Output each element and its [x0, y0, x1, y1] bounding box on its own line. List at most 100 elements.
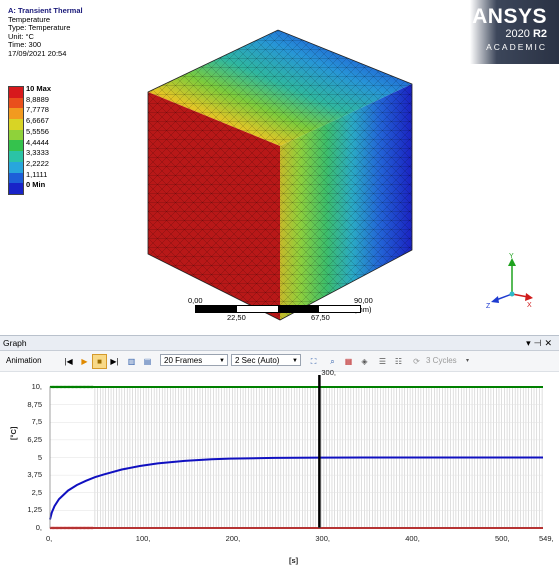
- y-tick-label: 8,75: [27, 399, 42, 409]
- legend-label: 4,4444: [26, 137, 49, 147]
- panel-dropdown-icon[interactable]: ▾: [526, 338, 534, 348]
- legend-color-bar: [8, 86, 24, 195]
- frames-select[interactable]: 20 Frames ▼: [160, 354, 228, 366]
- graph-panel-titlebar: Graph ▾⊣✕: [0, 336, 559, 351]
- y-tick-label: 6,25: [27, 434, 42, 444]
- scale-bar-graphic: [195, 305, 361, 313]
- y-axis-label: [°C]: [9, 426, 18, 440]
- previous-frame-icon[interactable]: |◀: [64, 357, 73, 366]
- graph-panel-title: Graph: [3, 338, 27, 348]
- x-tick-label: 549,: [539, 534, 554, 543]
- next-frame-icon[interactable]: ▶|: [110, 357, 119, 366]
- legend-label: 0 Min: [26, 180, 46, 190]
- animation-toolbar: Animation |◀ ▶ ■ ▶| ▥ ▤ 20 Frames ▼ 2 Sec…: [0, 351, 559, 372]
- cube-right-face: [280, 84, 412, 320]
- duration-value: 2 Sec (Auto): [235, 356, 280, 365]
- x-tick-label: 0,: [46, 534, 53, 543]
- y-tick-label: 0,: [35, 523, 42, 532]
- legend-label: 6,6667: [26, 116, 49, 126]
- cube-contour-plot[interactable]: [0, 0, 559, 335]
- scale-mid1-label: 22,50: [227, 313, 246, 322]
- legend-swatch: [9, 172, 23, 184]
- legend-swatch: [9, 161, 23, 173]
- brand-version: 2020 R2: [472, 28, 547, 41]
- cycles-dropdown-icon[interactable]: ▾: [466, 358, 470, 364]
- brand-background: [470, 0, 559, 64]
- legend-swatch: [9, 87, 23, 98]
- legend-label: 8,8889: [26, 94, 49, 104]
- info-line-result: Temperature: [8, 14, 51, 24]
- triad-y-label: Y: [509, 253, 514, 260]
- x-tick-label: 400,: [405, 534, 420, 543]
- legend-label: 7,7778: [26, 105, 49, 115]
- panel-window-controls: ▾⊣✕: [526, 336, 555, 350]
- triad-x-label: X: [527, 302, 532, 309]
- frames-value: 20 Frames: [164, 356, 203, 365]
- chart-canvas: [49, 375, 543, 530]
- y-tick-label: 3,75: [27, 470, 42, 480]
- layout-vertical-icon[interactable]: ☷: [394, 357, 403, 366]
- panel-pin-icon[interactable]: ⊣: [533, 338, 545, 348]
- info-line-time: Time: 300: [8, 40, 42, 50]
- brand-version-number: 2020: [505, 28, 530, 40]
- legend-label: 10 Max: [26, 84, 52, 93]
- x-tick-label: 100,: [135, 534, 151, 543]
- distributed-frames-icon[interactable]: ▥: [127, 357, 136, 366]
- scale-mid2-label: 67,50: [311, 313, 330, 322]
- cycles-label: 3 Cycles: [426, 356, 457, 365]
- x-tick-label: 300,: [315, 534, 330, 543]
- legend-label: 5,5556: [26, 126, 49, 136]
- cube-top-face: [148, 30, 412, 146]
- result-info: A: Transient Thermal Temperature Type: T…: [8, 6, 83, 59]
- legend-swatch: [9, 183, 23, 194]
- info-line-type: Type: Temperature: [8, 23, 71, 33]
- y-tick-label: 2,5: [31, 487, 42, 497]
- brand-release: R2: [532, 28, 547, 40]
- duration-select[interactable]: 2 Sec (Auto) ▼: [231, 354, 301, 366]
- legend-label: 1,1111: [26, 169, 48, 179]
- info-line-unit: Unit: °C: [8, 31, 34, 41]
- legend-label: 3,3333: [26, 148, 49, 158]
- x-tick-label: 200,: [225, 534, 241, 543]
- time-marker-label: 300,: [321, 368, 336, 377]
- series-line-1: [49, 456, 543, 520]
- cycles-toggle-icon[interactable]: ⟳: [413, 357, 420, 366]
- brand-edition: ACADEMIC: [486, 42, 547, 52]
- result-sets-icon[interactable]: ▤: [143, 357, 152, 366]
- animation-label: Animation: [6, 356, 42, 365]
- panel-close-icon[interactable]: ✕: [544, 338, 555, 348]
- stop-icon[interactable]: ■: [92, 354, 107, 369]
- legend-swatch: [9, 140, 23, 152]
- legend-swatch: [9, 108, 23, 120]
- y-tick-label: 5: [37, 452, 42, 462]
- y-tick-label: 1,25: [27, 505, 42, 515]
- play-icon[interactable]: ▶: [81, 357, 88, 366]
- legend-labels: 10 Max 8,8889 7,7778 6,6667 5,5556 4,4444 3,33…: [26, 84, 86, 191]
- temperature-time-chart[interactable]: 0, 100, 200, 300, 400, 500, 549, 0, 1,25 2,5 3,75 5…: [0, 368, 559, 568]
- brand-name: ANSYS: [472, 5, 547, 28]
- data-table-icon[interactable]: ▦: [344, 357, 353, 366]
- chart-settings-icon[interactable]: ◈: [361, 357, 368, 366]
- x-axis-label: [s]: [289, 556, 299, 565]
- graph-panel: Graph ▾⊣✕ Animation |◀ ▶ ■ ▶| ▥ ▤ 20 Fra…: [0, 335, 559, 568]
- y-tick-label: 10,: [31, 382, 42, 391]
- series-point: [91, 385, 94, 389]
- chevron-down-icon: ▼: [292, 358, 298, 364]
- x-tick-label: 500,: [494, 534, 510, 543]
- chevron-down-icon: ▼: [219, 358, 225, 364]
- export-video-icon[interactable]: ⛶: [310, 357, 317, 366]
- y-tick-label: 7,5: [31, 417, 42, 427]
- ansys-logo: ANSYS 2020 R2 ACADEMIC: [472, 6, 547, 53]
- geometry-viewport[interactable]: A: Transient Thermal Temperature Type: T…: [0, 0, 559, 335]
- legend-swatch: [9, 97, 23, 109]
- scale-segment-3: [278, 306, 319, 312]
- analysis-title: A: Transient Thermal: [8, 6, 83, 15]
- axis-triad[interactable]: Y X Z: [484, 252, 534, 312]
- legend-swatch: [9, 129, 23, 141]
- legend-swatch: [9, 119, 23, 130]
- layout-horizontal-icon[interactable]: ☰: [378, 357, 387, 366]
- zoom-to-fit-icon[interactable]: ⌕: [330, 357, 335, 366]
- legend-label: 2,2222: [26, 158, 49, 168]
- scale-segment-1: [196, 306, 237, 312]
- scale-start-label: 0,00: [188, 296, 203, 305]
